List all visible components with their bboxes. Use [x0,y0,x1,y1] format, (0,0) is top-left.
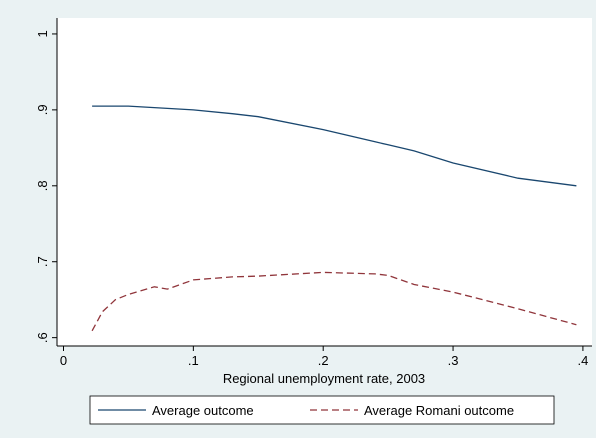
x-axis-title: Regional unemployment rate, 2003 [223,371,425,386]
y-tick-label: .7 [35,256,50,267]
series-line [91,271,577,332]
x-tick-label: .2 [318,353,329,368]
x-tick-label: .1 [188,353,199,368]
x-tick-label: .3 [448,353,459,368]
x-tick-label: .4 [577,353,588,368]
series-line [92,105,577,187]
y-tick-label: .6 [35,332,50,343]
y-tick-label: 1 [35,30,50,37]
x-tick-label: 0 [60,353,67,368]
plot-region [57,18,592,346]
legend-label: Average outcome [152,403,254,418]
y-tick-label: .9 [35,104,50,115]
y-tick-label: .8 [35,180,50,191]
legend-label: Average Romani outcome [364,403,514,418]
